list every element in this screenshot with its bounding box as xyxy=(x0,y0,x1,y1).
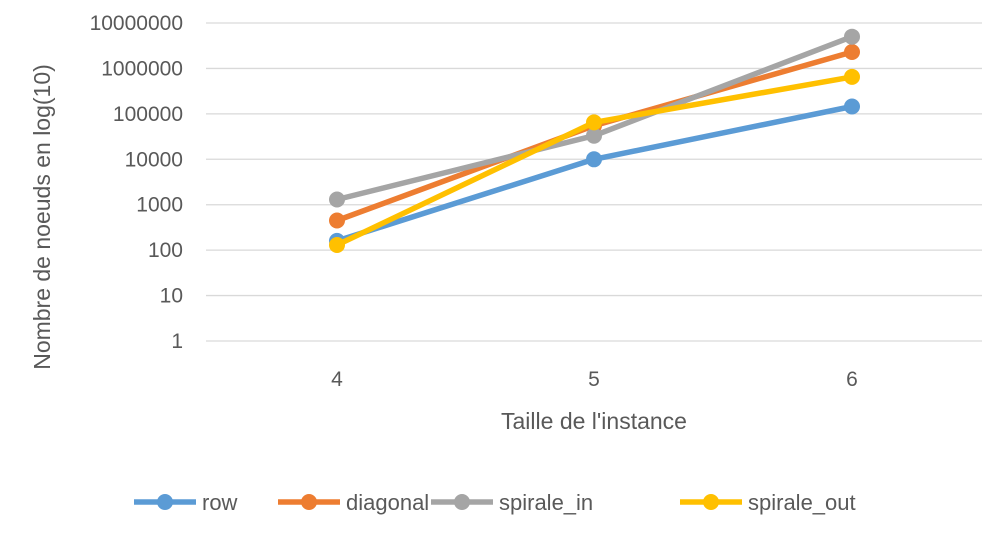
x-axis-title: Taille de l'instance xyxy=(501,408,687,434)
data-point-row xyxy=(844,98,860,115)
legend-marker-row xyxy=(157,494,173,510)
series-spirale_out xyxy=(329,68,860,253)
y-tick-labels: 1 10 100 1000 10000 100000 1000000 10000000 xyxy=(90,12,183,353)
series-spirale_in xyxy=(329,28,860,208)
data-point-row xyxy=(586,151,602,168)
legend-marker-diagonal xyxy=(301,494,317,510)
legend: row diagonal spirale_in spirale_out xyxy=(134,490,856,515)
legend-item-spirale_in: spirale_in xyxy=(431,490,593,515)
data-point-spirale_in xyxy=(844,28,860,45)
data-point-spirale_in xyxy=(586,127,602,144)
y-axis-title: Nombre de noeuds en log(10) xyxy=(29,64,55,370)
y-tick-label: 1000 xyxy=(136,194,183,217)
data-point-spirale_out xyxy=(586,114,602,131)
gridlines xyxy=(206,22,982,342)
data-point-spirale_out xyxy=(329,237,345,253)
data-point-diagonal xyxy=(844,44,860,60)
data-point-diagonal xyxy=(329,212,345,229)
x-tick-label: 5 xyxy=(588,368,600,391)
y-tick-label: 10000 xyxy=(125,148,183,171)
x-tick-label: 6 xyxy=(846,368,858,391)
y-tick-label: 100000 xyxy=(113,103,183,126)
legend-label-row: row xyxy=(202,490,238,515)
data-point-spirale_in xyxy=(329,191,345,208)
series-lines xyxy=(329,28,860,253)
legend-label-diagonal: diagonal xyxy=(346,490,429,515)
y-tick-label: 100 xyxy=(148,239,183,262)
legend-label-spirale_out: spirale_out xyxy=(748,490,856,515)
legend-label-spirale_in: spirale_in xyxy=(499,490,593,515)
y-tick-label: 10 xyxy=(160,285,183,308)
data-point-spirale_out xyxy=(844,68,860,85)
y-tick-label: 1 xyxy=(171,330,183,353)
legend-item-diagonal: diagonal xyxy=(278,490,429,515)
legend-marker-spirale_out xyxy=(703,494,719,510)
x-tick-labels: 4 5 6 xyxy=(331,368,858,391)
y-tick-label: 10000000 xyxy=(90,12,183,35)
legend-item-spirale_out: spirale_out xyxy=(680,490,856,515)
legend-marker-spirale_in xyxy=(454,494,470,510)
y-tick-label: 1000000 xyxy=(101,57,183,80)
legend-item-row: row xyxy=(134,490,238,515)
x-tick-label: 4 xyxy=(331,368,343,391)
